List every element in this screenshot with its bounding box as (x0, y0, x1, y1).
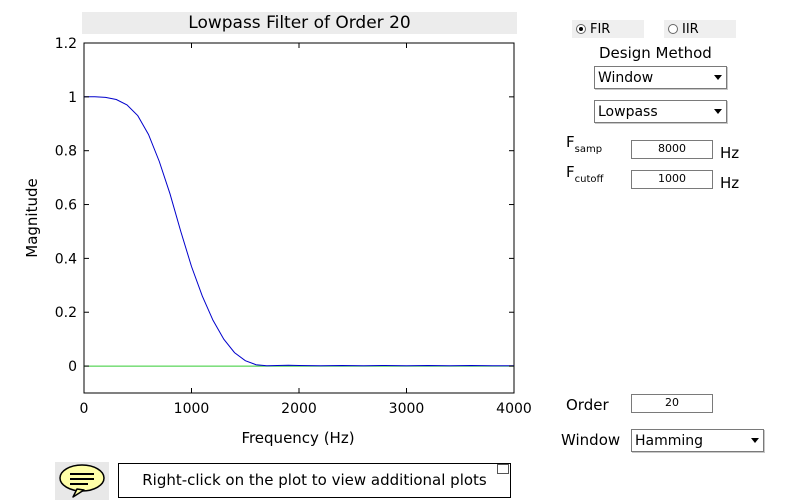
y-tick-label: 1.2 (55, 36, 77, 52)
design-method-select[interactable]: Window (594, 66, 727, 89)
fcutoff-label: Fcutoff (566, 163, 603, 185)
plot-hint-text: Right-click on the plot to view addition… (118, 463, 511, 498)
window-select[interactable]: Hamming (631, 429, 764, 452)
design-method-label: Design Method (599, 44, 712, 62)
iir-radio-label: IIR (682, 21, 699, 37)
y-axis-label: Magnitude (23, 178, 41, 257)
fsamp-label: Fsamp (566, 133, 602, 155)
fsamp-label-main: F (566, 133, 575, 151)
filter-type-value: Lowpass (598, 103, 658, 120)
fir-radio-label: FIR (590, 21, 611, 37)
y-tick-label: 0.8 (55, 144, 77, 160)
x-tick-label: 2000 (281, 401, 317, 417)
chevron-down-icon (751, 438, 759, 443)
y-tick-label: 0.6 (55, 198, 77, 214)
y-tick-label: 0.2 (55, 305, 77, 321)
fcutoff-label-main: F (566, 163, 575, 181)
fcutoff-unit: Hz (720, 174, 740, 192)
chevron-down-icon (714, 75, 722, 80)
plot-frame (83, 42, 515, 394)
chevron-down-icon (714, 109, 722, 114)
fsamp-label-sub: samp (574, 144, 603, 155)
design-method-value: Window (598, 69, 654, 86)
x-tick-label: 4000 (496, 401, 532, 417)
window-label: Window (561, 431, 621, 449)
order-input[interactable]: 20 (631, 394, 713, 413)
fsamp-unit: Hz (720, 144, 740, 162)
plot-canvas[interactable]: 0 1000 2000 3000 4000 0 0.2 0.4 0.6 0.8 1 1.2 Frequ… (0, 0, 540, 460)
fcutoff-label-sub: cutoff (574, 174, 604, 185)
filter-type-select[interactable]: Lowpass (594, 100, 727, 123)
y-tick-label: 0 (68, 359, 77, 375)
x-axis-label: Frequency (Hz) (241, 429, 354, 447)
speech-bubble-icon[interactable] (55, 462, 109, 500)
y-tick-label: 0.4 (55, 251, 77, 267)
iir-radio-indicator[interactable] (668, 24, 678, 34)
x-tick-label: 3000 (389, 401, 425, 417)
window-value: Hamming (635, 432, 704, 449)
fsamp-input[interactable]: 8000 (631, 140, 713, 159)
fir-radio-indicator[interactable] (576, 24, 586, 34)
magnitude-response-line (84, 96, 514, 367)
fir-radio[interactable]: FIR (572, 20, 644, 38)
order-label: Order (566, 396, 609, 414)
iir-radio[interactable]: IIR (664, 20, 736, 38)
x-tick-label: 1000 (174, 401, 210, 417)
fcutoff-input[interactable]: 1000 (631, 170, 713, 189)
x-tick-label: 0 (80, 401, 89, 417)
plot-title: Lowpass Filter of Order 20 (82, 12, 517, 34)
hint-toggle-box[interactable] (497, 464, 509, 474)
y-tick-label: 1 (68, 90, 77, 106)
